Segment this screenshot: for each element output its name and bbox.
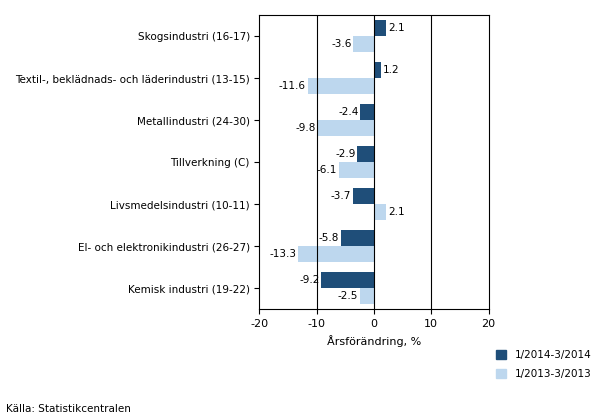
Text: 2.1: 2.1 [388, 23, 404, 33]
Text: -11.6: -11.6 [279, 81, 306, 91]
Bar [318, 120, 374, 136]
Bar [341, 230, 374, 246]
Text: -9.2: -9.2 [299, 275, 320, 285]
Bar [339, 162, 374, 178]
Legend: 1/2014-3/2014, 1/2013-3/2013: 1/2014-3/2014, 1/2013-3/2013 [496, 350, 591, 379]
Text: -2.5: -2.5 [337, 291, 358, 301]
Bar [298, 246, 374, 263]
Text: -2.9: -2.9 [336, 149, 356, 159]
Bar [374, 204, 386, 220]
Bar [357, 146, 374, 162]
Text: 2.1: 2.1 [388, 207, 404, 217]
Text: -13.3: -13.3 [269, 250, 296, 259]
Bar [353, 36, 374, 52]
Bar [361, 104, 374, 120]
Text: -3.6: -3.6 [331, 39, 351, 49]
Text: 1.2: 1.2 [382, 65, 400, 75]
Bar [353, 189, 374, 204]
Bar [374, 62, 381, 78]
X-axis label: Årsförändring, %: Årsförändring, % [327, 335, 421, 347]
Text: -9.8: -9.8 [296, 123, 316, 133]
Text: Källa: Statistikcentralen: Källa: Statistikcentralen [6, 404, 131, 414]
Bar [308, 78, 374, 94]
Text: -2.4: -2.4 [338, 107, 359, 117]
Text: -5.8: -5.8 [319, 233, 339, 243]
Text: -3.7: -3.7 [331, 191, 351, 201]
Bar [374, 20, 386, 36]
Bar [322, 273, 374, 288]
Text: -6.1: -6.1 [317, 165, 337, 175]
Bar [360, 288, 374, 304]
